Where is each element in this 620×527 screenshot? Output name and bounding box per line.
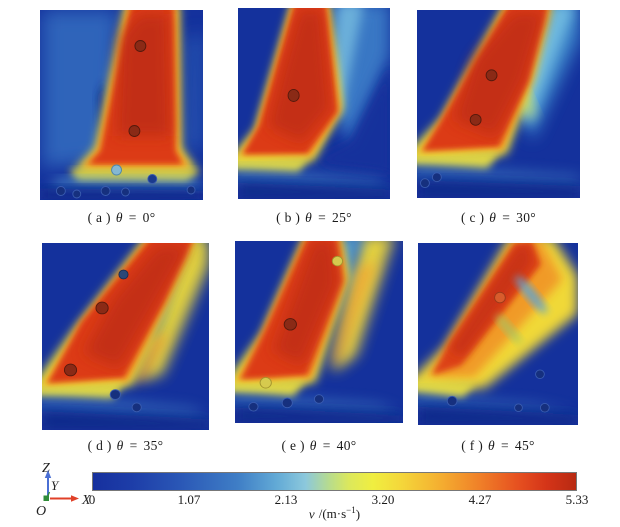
contour-panel-b	[238, 8, 390, 199]
caption-index: ( c )	[461, 210, 485, 225]
contour-panel-e	[235, 241, 403, 423]
theta-symbol: θ	[489, 210, 497, 225]
equals-sign: =	[128, 210, 137, 225]
velocity-contour-image-e	[235, 241, 403, 423]
colorbar-tick: 0	[88, 492, 96, 507]
theta-symbol: θ	[305, 210, 313, 225]
caption-panel-d: ( d ) θ = 35°	[42, 438, 209, 454]
theta-value: 35°	[143, 438, 164, 453]
contour-panel-a	[40, 10, 203, 200]
x-axis-label: X	[81, 493, 91, 508]
equals-sign: =	[129, 438, 138, 453]
equals-sign: =	[500, 438, 509, 453]
caption-panel-c: ( c ) θ = 30°	[417, 210, 580, 226]
caption-panel-b: ( b ) θ = 25°	[238, 210, 390, 226]
origin-marker	[43, 495, 49, 501]
unit-suffix: )	[355, 506, 361, 522]
colorbar-gradient	[92, 472, 577, 491]
caption-index: ( b )	[276, 210, 301, 225]
caption-index: ( e )	[281, 438, 305, 453]
contour-panel-d	[42, 243, 209, 430]
velocity-contour-image-d	[42, 243, 209, 430]
origin-label: O	[36, 504, 46, 519]
contour-panel-f	[418, 243, 578, 425]
theta-symbol: θ	[116, 438, 124, 453]
y-axis-label: Y	[51, 478, 60, 493]
unit-prefix: /(m·s	[318, 506, 347, 522]
theta-value: 45°	[514, 438, 535, 453]
x-axis-arrowhead	[71, 495, 79, 502]
theta-value: 30°	[516, 210, 536, 225]
z-axis-label: Z	[42, 461, 50, 476]
colorbar-tick: 2.13	[274, 492, 298, 507]
equals-sign: =	[318, 210, 327, 225]
velocity-contour-image-a	[40, 10, 203, 200]
z-axis-arrowhead	[44, 470, 52, 478]
theta-value: 0°	[142, 210, 156, 225]
axis-triad-icon: Z Y X O	[36, 461, 91, 519]
caption-panel-a: ( a ) θ = 0°	[40, 210, 203, 226]
equals-sign: =	[502, 210, 511, 225]
colorbar-tick: 5.33	[565, 492, 589, 507]
caption-index: ( f )	[461, 438, 484, 453]
contour-panel-c	[417, 10, 580, 198]
colorbar-axis-label: v/(m·s−1)	[92, 505, 577, 522]
colorbar-ticks: 0 1.07 2.13 3.20 4.27 5.33	[88, 492, 589, 508]
caption-index: ( a )	[87, 210, 111, 225]
colorbar-tick: 4.27	[468, 492, 492, 507]
velocity-symbol: v	[308, 506, 315, 522]
velocity-contour-image-c	[417, 10, 580, 198]
velocity-contour-image-b	[238, 8, 390, 199]
velocity-contour-image-f	[418, 243, 578, 425]
caption-index: ( d )	[87, 438, 112, 453]
caption-panel-f: ( f ) θ = 45°	[418, 438, 578, 454]
caption-panel-e: ( e ) θ = 40°	[235, 438, 403, 454]
theta-symbol: θ	[309, 438, 317, 453]
colorbar-tick: 3.20	[371, 492, 395, 507]
colorbar-tick: 1.07	[177, 492, 201, 507]
equals-sign: =	[322, 438, 331, 453]
theta-value: 25°	[332, 210, 352, 225]
theta-symbol: θ	[115, 210, 123, 225]
theta-value: 40°	[336, 438, 357, 453]
unit-exponent: −1	[346, 505, 356, 515]
theta-symbol: θ	[488, 438, 495, 453]
